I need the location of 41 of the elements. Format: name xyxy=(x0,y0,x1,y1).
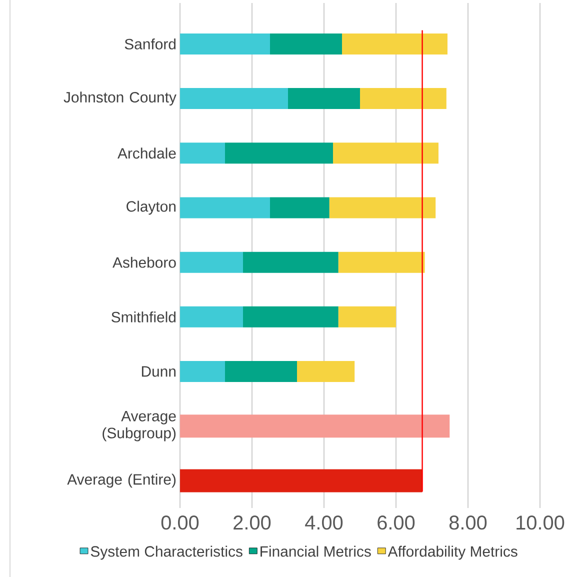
y-tick-label: Archdale xyxy=(118,148,176,159)
bar xyxy=(329,197,436,218)
x-tick-label: 6.00 xyxy=(378,516,415,530)
bar xyxy=(342,33,448,54)
legend-label: System Characteristics xyxy=(90,546,242,560)
y-tick-label: Average (Subgroup) xyxy=(102,410,176,442)
y-tick-label: Dunn xyxy=(142,366,176,377)
x-tick-label: 0.00 xyxy=(161,516,199,530)
bar xyxy=(180,252,243,273)
bar xyxy=(180,142,225,164)
bar xyxy=(180,414,450,438)
bar xyxy=(180,33,270,54)
x-tick-label: 2.00 xyxy=(234,516,271,530)
y-tick-label: Asheboro xyxy=(112,256,176,268)
bar xyxy=(225,142,333,164)
bar xyxy=(243,252,338,273)
bar xyxy=(180,88,288,110)
bar xyxy=(180,361,225,382)
x-tick-label: 4.00 xyxy=(305,516,343,530)
y-tick-label: Sanford xyxy=(124,38,176,50)
bar xyxy=(270,197,330,218)
bar xyxy=(338,306,396,328)
y-tick-label: Johnston County xyxy=(64,92,176,106)
legend-label: Affordability Metrics xyxy=(388,546,518,560)
bar xyxy=(338,252,425,273)
bar xyxy=(333,142,438,164)
bar xyxy=(270,33,342,54)
y-tick-label: Clayton xyxy=(126,200,176,215)
x-tick-label: 10.00 xyxy=(516,516,564,530)
bar xyxy=(180,306,243,328)
bar xyxy=(288,88,360,110)
bar xyxy=(180,469,422,492)
y-tick-label: Average (Entire) xyxy=(67,474,176,488)
bar xyxy=(243,306,338,328)
bar xyxy=(180,197,270,218)
x-tick-label: 8.00 xyxy=(449,516,487,530)
bar xyxy=(360,88,446,110)
legend-label: Financial Metrics xyxy=(260,546,371,557)
bar xyxy=(225,361,297,382)
bar xyxy=(297,361,355,382)
y-tick-label: Smithfield xyxy=(112,311,176,322)
